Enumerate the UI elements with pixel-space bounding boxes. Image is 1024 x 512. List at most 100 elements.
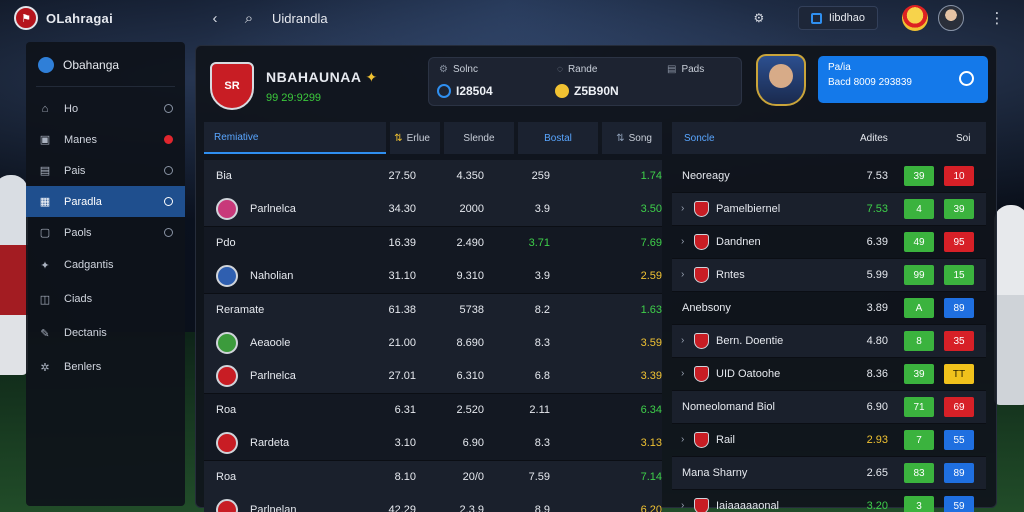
item-name: UID Oatoohe <box>716 368 781 380</box>
col-soncle[interactable]: Soncle <box>684 132 715 144</box>
main-panel: SR NBAHAUNAA ✦ 99 29:9299 ⚙ Solnc I28504 ◌… <box>195 45 997 512</box>
sidebar-item-ho[interactable]: ⌂ Ho <box>26 93 185 124</box>
more-options-icon[interactable]: ⋮ <box>989 10 1005 27</box>
list-item[interactable]: › UID Oatoohe 8.36 39 TT <box>672 358 986 391</box>
col-soi[interactable]: Soi <box>956 132 971 144</box>
table-row[interactable]: Parlnelca 27.01 6.310 6.8 3.39 <box>204 360 662 393</box>
sidebar-item-manes[interactable]: ▣ Manes <box>26 124 185 155</box>
chevron-right-icon[interactable]: › <box>681 269 685 280</box>
sidebar-item-paols[interactable]: ▢ Paols <box>26 217 185 248</box>
table-row[interactable]: Naholian 31.10 9.310 3.9 2.59 <box>204 260 662 293</box>
cell-c4: 3.50 <box>640 203 662 215</box>
cell-c4: 7.69 <box>640 237 662 249</box>
table-row[interactable]: Aeaoole 21.00 8.690 8.3 3.59 <box>204 327 662 360</box>
search-label[interactable]: Uidrandla <box>272 10 328 26</box>
tab-slende[interactable]: Slende <box>444 122 514 154</box>
club-flag-icon <box>694 432 709 448</box>
row-name: Reramate <box>216 304 265 316</box>
search-icon[interactable]: ⌕ <box>244 9 254 27</box>
chevron-right-icon[interactable]: › <box>681 434 685 445</box>
sidebar-item-pais[interactable]: ▤ Pais <box>26 155 185 186</box>
sidebar-header[interactable]: Obahanga <box>26 50 185 80</box>
chevron-right-icon[interactable]: › <box>681 203 685 214</box>
chevron-right-icon[interactable]: › <box>681 368 685 379</box>
rating-badge: 83 <box>904 463 934 483</box>
sidebar-item-dectanis[interactable]: ✎ Dectanis <box>26 316 185 350</box>
tab-erlue[interactable]: ⇅ Erlue <box>390 122 440 154</box>
row-name: Parlnelan <box>250 504 297 512</box>
cell-c3: 8.3 <box>534 437 550 449</box>
item-value: 2.93 <box>866 434 888 446</box>
list-item[interactable]: Anebsony 3.89 A 89 <box>672 292 986 325</box>
cell-c2: 6.310 <box>456 370 484 382</box>
list-item[interactable]: Neoreagy 7.53 39 10 <box>672 160 986 193</box>
chart-icon: ▦ <box>39 196 51 208</box>
star-icon: ✦ <box>365 68 378 85</box>
left-table: Remiative ⇅ Erlue Slende Bostal ⇅ Song Bia… <box>204 122 662 512</box>
sidebar-item-benlers[interactable]: ✲ Benlers <box>26 350 185 384</box>
table-row[interactable]: Parlnelan 42.29 2.3.9 8.9 6.20 <box>204 494 662 512</box>
rating-badge: 95 <box>944 232 974 252</box>
table-row[interactable]: Bia 27.50 4.350 259 1.74 <box>204 160 662 193</box>
table-row[interactable]: Roa 8.10 20/0 7.59 7.14 <box>204 461 662 494</box>
document-icon: ▢ <box>39 227 51 239</box>
sidebar-item-label: Ho <box>64 102 79 115</box>
item-name: Pamelbiernel <box>716 203 781 215</box>
cell-c4: 3.39 <box>640 370 662 382</box>
tab-bostal[interactable]: Bostal <box>518 122 598 154</box>
cell-c4: 6.20 <box>640 504 662 512</box>
table-row[interactable]: Rardeta 3.10 6.90 8.3 3.13 <box>204 427 662 460</box>
list-item[interactable]: › Iaiaaaaaonal 3.20 3 59 <box>672 490 986 512</box>
rating-badge: 89 <box>944 463 974 483</box>
status-dot-icon <box>164 104 173 113</box>
cell-c2: 4.350 <box>456 170 484 182</box>
user-avatar[interactable] <box>938 5 964 31</box>
table-row[interactable]: Reramate 61.38 5738 8.2 1.63 <box>204 294 662 327</box>
chevron-right-icon[interactable]: › <box>681 236 685 247</box>
item-name: Rail <box>716 434 735 446</box>
tab-song[interactable]: ⇅ Song <box>602 122 662 154</box>
list-item[interactable]: › Bern. Doentie 4.80 8 35 <box>672 325 986 358</box>
sidebar-item-label: Paols <box>64 226 92 239</box>
row-name: Parlnelca <box>250 370 296 382</box>
chevron-right-icon[interactable]: › <box>681 500 685 511</box>
sidebar-item-cadgantis[interactable]: ✦ Cadgantis <box>26 248 185 282</box>
list-item[interactable]: Nomeolomand Biol 6.90 71 69 <box>672 391 986 424</box>
table-row[interactable]: Roa 6.31 2.520 2.11 6.34 <box>204 394 662 427</box>
list-item[interactable]: Mana Sharny 2.65 83 89 <box>672 457 986 490</box>
list-item[interactable]: › Rntes 5.99 99 15 <box>672 259 986 292</box>
ball-icon <box>38 57 54 73</box>
chevron-right-icon[interactable]: › <box>681 335 685 346</box>
dashboard-button[interactable]: Iibdhao <box>797 6 878 30</box>
player-card[interactable] <box>756 54 806 106</box>
list-item[interactable]: › Pamelbiernel 7.53 4 39 <box>672 193 986 226</box>
item-name: Bern. Doentie <box>716 335 784 347</box>
item-value: 6.39 <box>866 236 888 248</box>
radio-icon[interactable] <box>959 71 974 86</box>
team-card[interactable]: SR NBAHAUNAA ✦ 99 29:9299 <box>210 56 430 116</box>
app-logo[interactable]: ⚑ OLahragai <box>14 6 202 30</box>
sidebar-item-label: Pais <box>64 164 86 177</box>
table-row[interactable]: Pdo 16.39 2.490 3.71 7.69 <box>204 227 662 260</box>
club-avatar[interactable] <box>902 5 928 31</box>
club-flag-icon <box>694 366 709 382</box>
stat-2: Z5B90N <box>555 84 619 98</box>
team-badge-icon <box>216 365 238 387</box>
back-chevron-icon[interactable]: ‹ <box>212 9 218 27</box>
promo-banner[interactable]: Pa/ia Bacd 8009 293839 <box>818 56 988 103</box>
list-item[interactable]: › Dandnen 6.39 49 95 <box>672 226 986 259</box>
cell-c1: 61.38 <box>388 304 416 316</box>
list-item[interactable]: › Rail 2.93 7 55 <box>672 424 986 457</box>
settings-icon[interactable]: ⚙ <box>753 11 765 25</box>
row-name: Roa <box>216 471 237 483</box>
item-name: Anebsony <box>682 302 731 314</box>
row-name: Aeaoole <box>250 337 291 349</box>
col-adites[interactable]: Adites <box>860 132 888 144</box>
cell-c1: 8.10 <box>394 471 416 483</box>
table-row[interactable]: Parlnelca 34.30 2000 3.9 3.50 <box>204 193 662 226</box>
sidebar-item-ciads[interactable]: ◫ Ciads <box>26 282 185 316</box>
cell-c4: 3.59 <box>640 337 662 349</box>
cell-c2: 9.310 <box>456 270 484 282</box>
tab-remiative[interactable]: Remiative <box>204 122 386 154</box>
sidebar-item-paradla[interactable]: ▦ Paradla <box>26 186 185 217</box>
